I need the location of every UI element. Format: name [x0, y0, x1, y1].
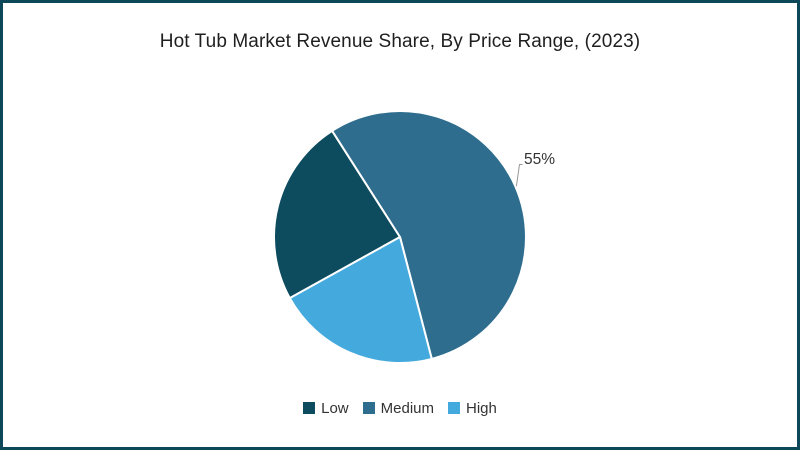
legend-item-medium[interactable]: Medium — [362, 400, 435, 417]
legend-item-high[interactable]: High — [448, 400, 497, 416]
legend-swatch-low — [303, 402, 316, 414]
legend-swatch-high — [448, 402, 461, 414]
legend-label-high: High — [466, 400, 497, 417]
pie-slice-medium[interactable] — [331, 110, 527, 360]
legend-label-medium: Medium — [380, 400, 435, 417]
legend-swatch-medium — [362, 402, 375, 414]
chart-legend: Low Medium High — [0, 400, 800, 416]
chart-title: Hot Tub Market Revenue Share, By Price R… — [159, 31, 641, 52]
pie-slice-high[interactable] — [288, 236, 433, 364]
legend-label-low: Low — [321, 400, 349, 417]
pie-slice-low[interactable] — [272, 129, 401, 300]
data-label-medium-percentage: 55% — [524, 151, 555, 168]
data-label-leader-line — [515, 164, 523, 187]
legend-item-low[interactable]: Low — [303, 400, 349, 416]
